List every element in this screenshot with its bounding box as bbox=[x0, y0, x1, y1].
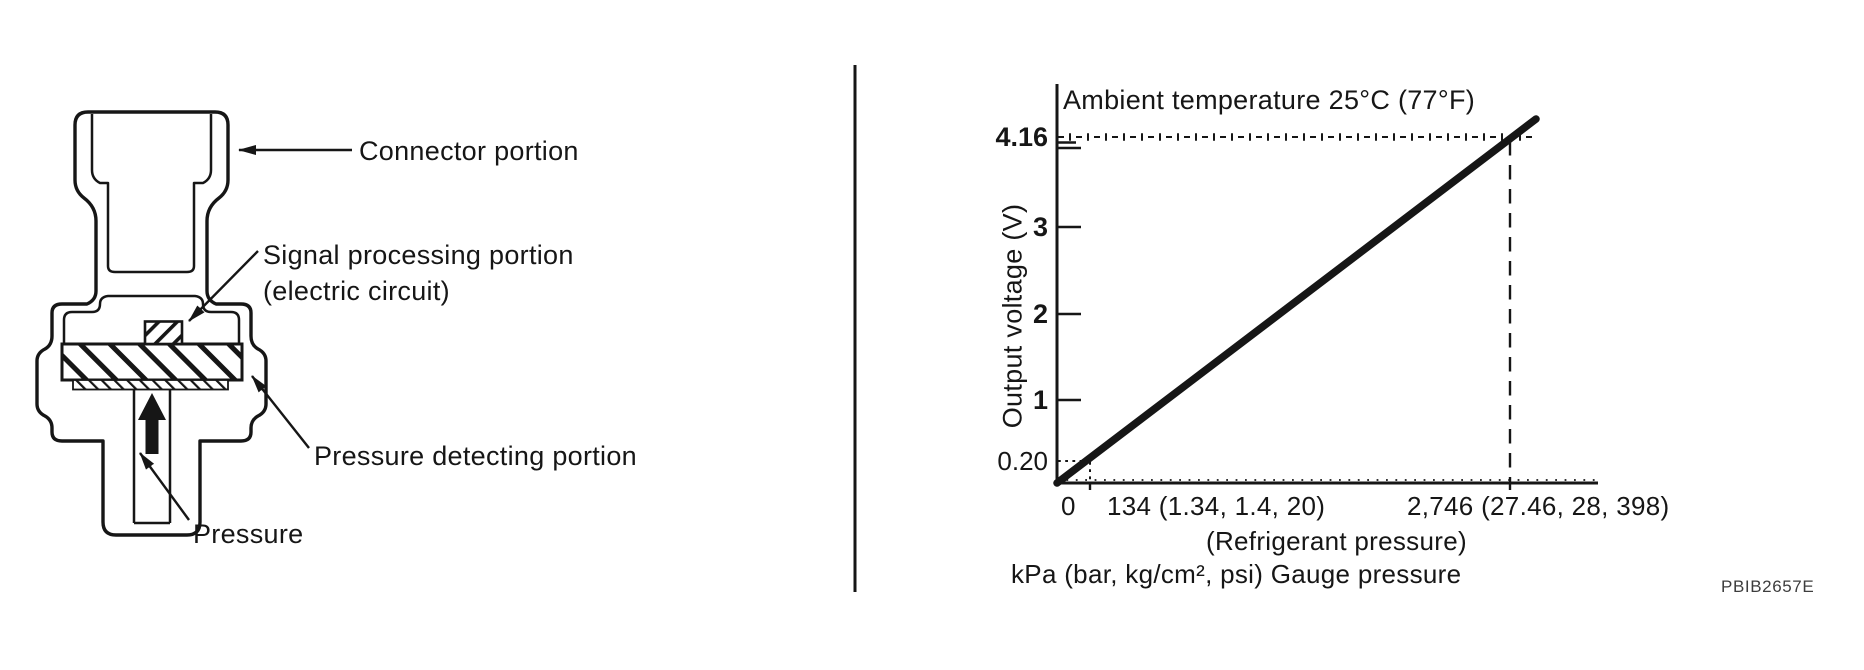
signal-processing-label-line1: Signal processing portion bbox=[263, 240, 574, 270]
pressure-detecting-plate bbox=[60, 342, 244, 382]
figure-code: PBIB2657E bbox=[1721, 577, 1815, 596]
signal-processor-box bbox=[143, 320, 184, 346]
chart-x-axis-units: kPa (bar, kg/cm², psi) Gauge pressure bbox=[1011, 559, 1462, 589]
x-tick-134: 134 (1.34, 1.4, 20) bbox=[1107, 491, 1326, 521]
sensor-body-outline bbox=[35, 110, 268, 537]
sensor-port-channel-walls bbox=[132, 389, 172, 525]
sensor-connector-inner-contour bbox=[90, 114, 213, 274]
leader-pressure-detecting bbox=[251, 375, 310, 449]
y-tick-416: 4.16 bbox=[995, 122, 1048, 152]
chart-x-axis-subtitle: (Refrigerant pressure) bbox=[1206, 526, 1467, 556]
chart-output-voltage-line bbox=[1053, 115, 1540, 487]
y-tick-3: 3 bbox=[1032, 212, 1048, 242]
pressure-up-arrow-icon bbox=[138, 393, 166, 454]
pressure-label: Pressure bbox=[193, 519, 304, 549]
leader-signal-processing bbox=[188, 250, 259, 322]
diaphragm-strip bbox=[72, 379, 229, 391]
leader-pressure bbox=[139, 452, 190, 521]
y-tick-1: 1 bbox=[1032, 385, 1048, 415]
connector-portion-label: Connector portion bbox=[359, 136, 579, 166]
pressure-detecting-label: Pressure detecting portion bbox=[314, 441, 637, 471]
x-tick-0: 0 bbox=[1061, 491, 1076, 521]
x-tick-2746: 2,746 (27.46, 28, 398) bbox=[1407, 491, 1670, 521]
signal-processing-label-line2: (electric circuit) bbox=[263, 276, 450, 306]
y-tick-020: 0.20 bbox=[997, 446, 1048, 476]
sensor-housing-inner-contour bbox=[62, 294, 241, 344]
y-tick-2: 2 bbox=[1032, 299, 1048, 329]
chart-title: Ambient temperature 25°C (77°F) bbox=[1063, 85, 1476, 115]
chart-y-ticks bbox=[1057, 141, 1081, 402]
chart-x-ticks bbox=[1088, 483, 1512, 490]
